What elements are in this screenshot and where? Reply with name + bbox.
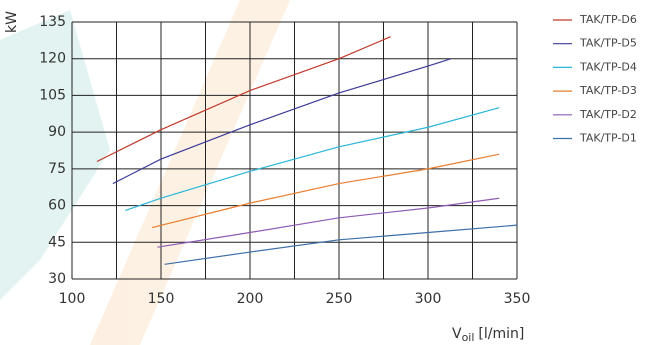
y-tick-label: 45 bbox=[48, 234, 66, 250]
x-tick-label: 250 bbox=[326, 291, 353, 307]
y-tick-label: 75 bbox=[48, 161, 66, 177]
legend-label: TAK/TP-D4 bbox=[579, 60, 637, 73]
series-line bbox=[125, 107, 500, 212]
y-tick-label: 135 bbox=[39, 14, 66, 30]
y-tick-label: 90 bbox=[48, 124, 66, 140]
y-axis-label: kW bbox=[4, 11, 20, 33]
x-tick-label: 100 bbox=[59, 291, 86, 307]
y-tick-label: 120 bbox=[39, 51, 66, 67]
x-axis-label: Voil [l/min] bbox=[452, 326, 524, 344]
y-tick-label: 105 bbox=[39, 87, 66, 103]
x-label-unit: [l/min] bbox=[478, 326, 524, 342]
legend-label: TAK/TP-D1 bbox=[579, 132, 637, 145]
watermark bbox=[0, 0, 290, 345]
x-tick-label: 300 bbox=[415, 291, 442, 307]
x-tick-label: 350 bbox=[504, 291, 531, 307]
legend-label: TAK/TP-D3 bbox=[579, 84, 637, 97]
legend-label: TAK/TP-D2 bbox=[579, 108, 637, 121]
series-line bbox=[112, 58, 452, 185]
y-tick-label: 30 bbox=[48, 271, 66, 287]
series-line bbox=[157, 197, 500, 248]
series-line bbox=[96, 36, 391, 163]
x-tick-label: 200 bbox=[237, 291, 264, 307]
series-line bbox=[151, 153, 500, 229]
x-label-subscript: oil bbox=[462, 331, 475, 344]
x-label-symbol: V bbox=[452, 326, 462, 342]
legend-label: TAK/TP-D6 bbox=[579, 13, 637, 26]
y-tick-label: 60 bbox=[48, 198, 66, 214]
x-tick-label: 150 bbox=[148, 291, 175, 307]
legend-label: TAK/TP-D5 bbox=[579, 37, 637, 50]
series-line bbox=[164, 224, 518, 265]
